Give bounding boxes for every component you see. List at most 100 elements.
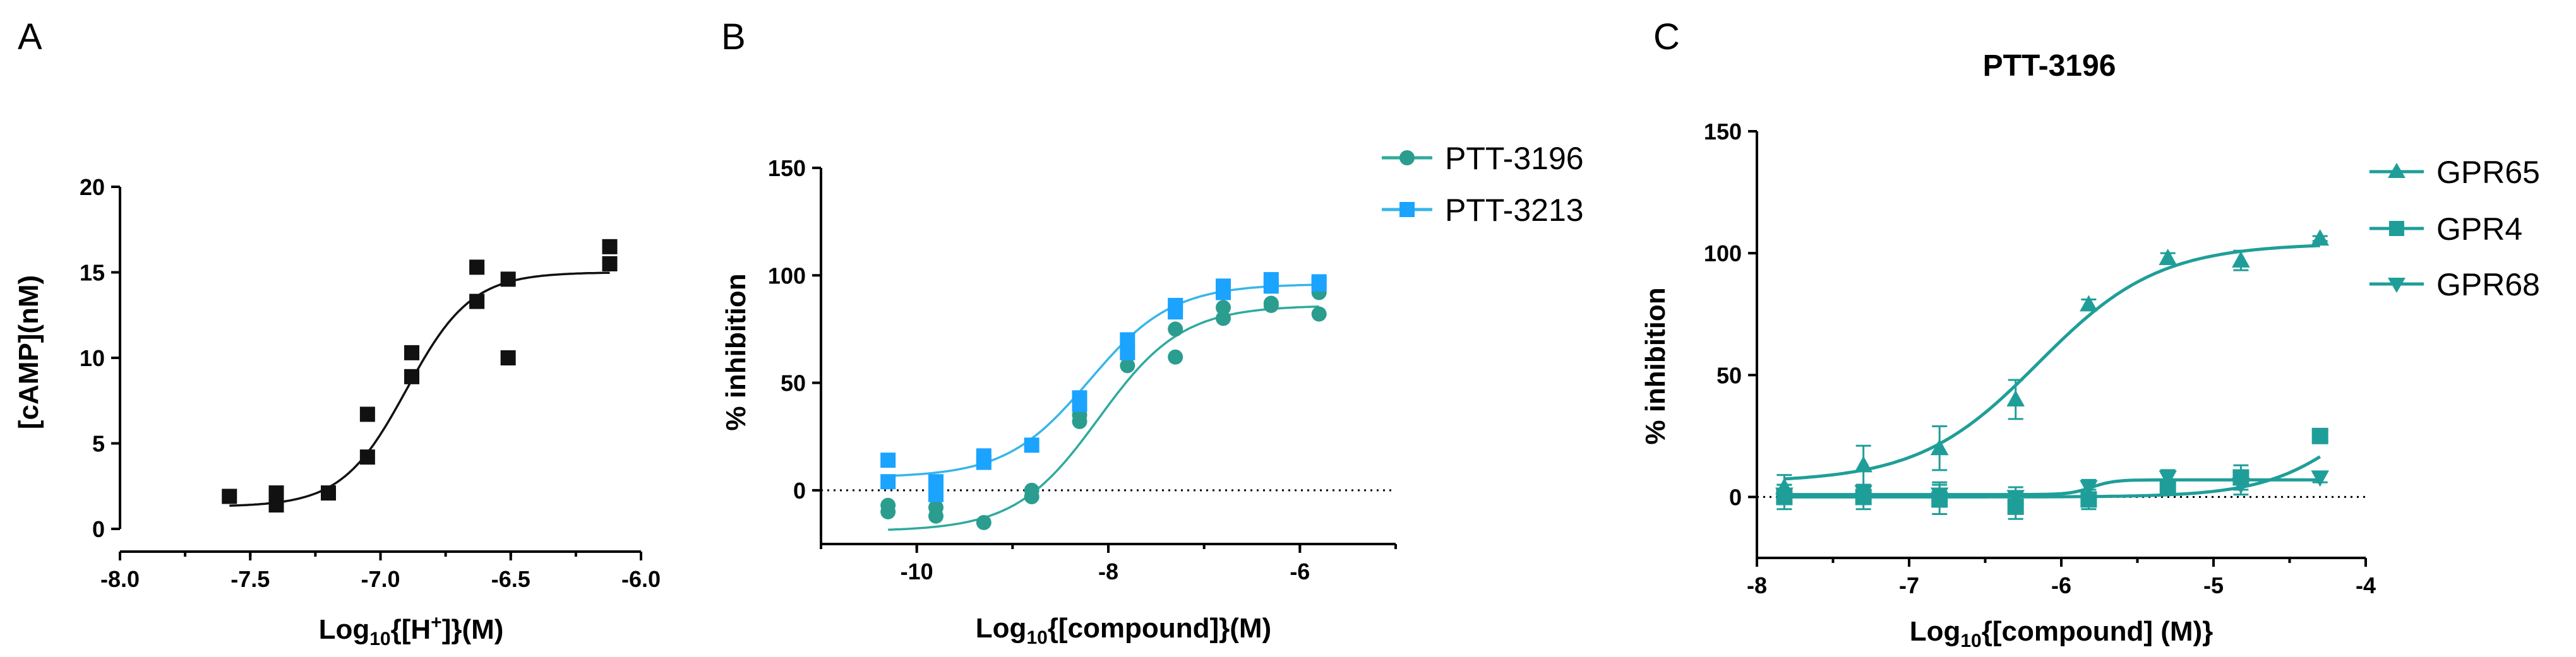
chart-a-ytick-label: 5 (92, 431, 105, 457)
legend-item-ptt-3196: PTT-3196 (1382, 141, 1584, 176)
chart-c-ytick-label: 100 (1704, 240, 1742, 266)
chart-a-series-camp-point (404, 345, 419, 360)
chart-b-series-ptt-3196-fit-curve (888, 305, 1319, 531)
panel-letter-a: A (18, 16, 42, 57)
chart-a-series-camp-point (404, 369, 419, 384)
chart-c-xtick-label: -7 (1899, 572, 1919, 598)
chart-b-series-ptt-3196 (880, 285, 1327, 531)
chart-b-series-ptt-3213-fit-curve (888, 283, 1319, 477)
panel-letter-c: C (1653, 16, 1680, 57)
legend-label-gpr65: GPR65 (2436, 155, 2540, 190)
legend-marker-gpr68 (2388, 278, 2405, 293)
chart-c-ylabel: % inhibition (1640, 287, 1671, 444)
chart-b-ytick-label: 0 (793, 478, 806, 504)
chart-c-series-gpr68-point (2311, 470, 2329, 487)
chart-c-series-gpr65-point (2006, 390, 2025, 407)
chart-b-plot-area: 0 50 100 150 -10 -8 -6 (768, 155, 1397, 584)
chart-a-series-camp-point (469, 259, 485, 275)
chart-b-series-ptt-3213-point (880, 474, 896, 490)
chart-b-series-ptt-3213-point (1311, 276, 1327, 292)
chart-c-series-gpr68 (1775, 469, 2329, 508)
chart-c-xtick-label: -4 (2356, 572, 2376, 598)
chart-c-series-gpr65 (1775, 229, 2329, 500)
chart-b-legend: PTT-3196 PTT-3213 (1382, 141, 1584, 228)
chart-c-series-gpr65-point (1854, 456, 1872, 473)
chart-c-ytick-label: 50 (1716, 362, 1742, 388)
chart-b-ylabel: % inhibition (721, 273, 752, 430)
chart-a-series-camp-point (359, 449, 375, 465)
chart-c-series-gpr68-point (1854, 485, 1872, 502)
chart-a-series-camp-point (602, 239, 618, 254)
chart-a-series-camp-point (268, 485, 284, 501)
chart-c-series-gpr68-point (2006, 490, 2025, 507)
chart-c-series-gpr65-point (2159, 249, 2177, 265)
chart-c-series-gpr4-point (2311, 427, 2328, 444)
chart-b-series-ptt-3213-point (1168, 304, 1183, 320)
chart-c-title: PTT-3196 (1983, 49, 2116, 83)
chart-b-series-ptt-3213-point (1072, 396, 1087, 412)
chart-c-series-gpr68-point (2232, 477, 2250, 494)
legend-marker-gpr4 (2389, 221, 2404, 236)
chart-a-series-camp-point (469, 293, 485, 309)
chart-b-ytick-label: 150 (768, 155, 806, 181)
chart-b-series-ptt-3196-point (880, 504, 896, 519)
chart-c-series-gpr65-point (2080, 295, 2098, 312)
chart-a-xlabel: Log10{[H+]}(M) (319, 612, 504, 649)
chart-c-series-gpr65-point (1930, 439, 1949, 456)
chart-c-ytick-label: 150 (1704, 119, 1742, 145)
chart-b-series-ptt-3213-point (1263, 278, 1279, 294)
chart-a-ytick-label: 0 (92, 516, 105, 542)
chart-c-series-gpr4-fit-curve (1784, 455, 2321, 499)
chart-b-series-ptt-3196-point (1024, 482, 1039, 498)
chart-a-xtick-label: -6.5 (491, 566, 530, 592)
legend-label-ptt-3213: PTT-3213 (1445, 192, 1584, 228)
chart-b-series-ptt-3196-point (1216, 311, 1231, 326)
chart-b-series-ptt-3196-point (1168, 349, 1183, 365)
chart-c-ytick-label: 0 (1729, 484, 1742, 510)
chart-c-series-gpr68-point (1930, 487, 1949, 504)
chart-b-xtick-label: -6 (1290, 559, 1310, 584)
chart-b-xtick-label: -8 (1098, 559, 1118, 584)
chart-a-ytick-label: 20 (80, 174, 105, 200)
chart-b-series-ptt-3213-point (1120, 332, 1135, 348)
chart-b-xtick-label: -10 (901, 559, 933, 584)
legend-label-gpr4: GPR4 (2436, 211, 2522, 247)
legend-item-gpr68: GPR68 (2369, 267, 2540, 302)
chart-a-series-camp-point (222, 488, 237, 504)
chart-c-legend: GPR65 GPR4 GPR68 (2369, 155, 2540, 302)
chart-b-series-ptt-3196-point (1216, 300, 1231, 316)
chart-b-series-ptt-3213-point (976, 454, 991, 470)
chart-a-xtick-label: -7.0 (361, 566, 400, 592)
chart-a-series-camp-point (500, 271, 516, 287)
chart-c-xlabel: Log10{[compound] (M)} (1910, 616, 2214, 651)
chart-b-ytick-label: 100 (768, 263, 806, 288)
legend-item-gpr4: GPR4 (2369, 211, 2522, 247)
chart-a-series-camp-point (500, 350, 516, 365)
chart-a-xtick-label: -7.5 (231, 566, 270, 592)
chart-a-xtick-label: -8.0 (100, 566, 140, 592)
chart-b-series-ptt-3196-point (928, 500, 944, 516)
chart-a-series-camp-point (602, 256, 618, 271)
legend-marker-ptt-3196 (1399, 150, 1415, 165)
chart-a-series-camp-point (321, 485, 336, 501)
chart-a-xtick-label: -6.0 (621, 566, 661, 592)
chart-b-series-ptt-3213-point (1120, 345, 1135, 360)
legend-marker-gpr65 (2388, 163, 2405, 178)
chart-b-series-ptt-3213-point (928, 474, 944, 490)
chart-b-series-ptt-3213-point (1216, 285, 1231, 300)
chart-a-ylabel: [cAMP](nM) (13, 275, 44, 429)
chart-c-plot-area: 0 50 100 150 -8 -7 -6 -5 -4 (1704, 119, 2376, 598)
chart-b-series-ptt-3213-point (928, 487, 944, 502)
chart-b-series-ptt-3196-point (1120, 358, 1135, 374)
chart-a-series-camp-point (359, 406, 375, 422)
chart-a-series-camp (222, 239, 618, 513)
chart-a-ytick-label: 10 (80, 345, 105, 371)
legend-item-gpr65: GPR65 (2369, 155, 2540, 190)
chart-b-series-ptt-3213-point (880, 453, 896, 468)
chart-c-series-gpr68-point (1775, 487, 1794, 504)
chart-b-series-ptt-3196-point (976, 514, 991, 530)
chart-a-ytick-label: 15 (80, 260, 105, 286)
chart-c-xtick-label: -8 (1747, 572, 1767, 598)
